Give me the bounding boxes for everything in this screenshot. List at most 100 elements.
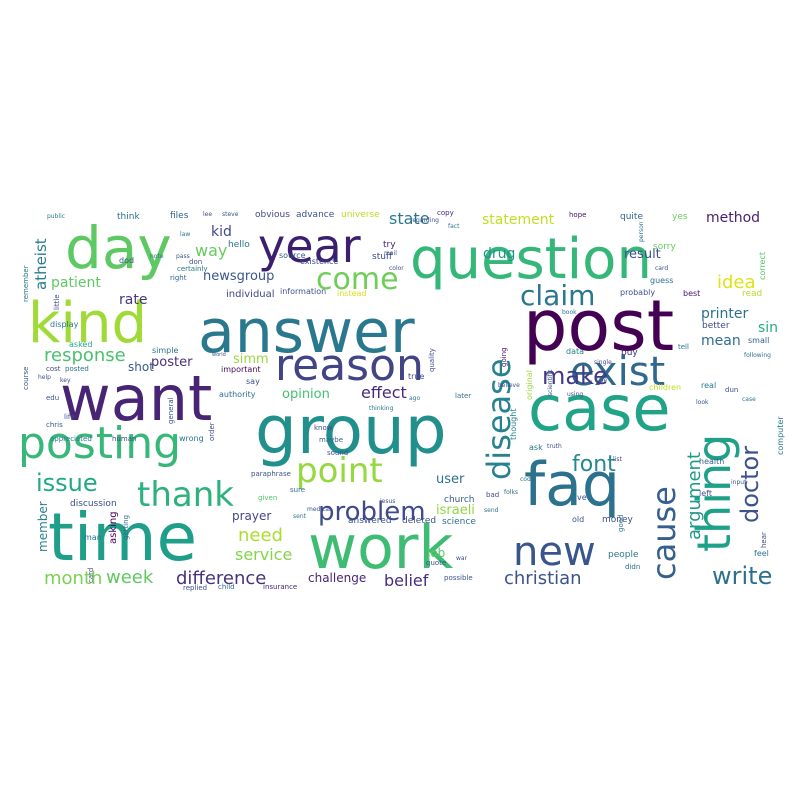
word-children: children [649, 383, 681, 392]
word-discussion: discussion [70, 499, 117, 509]
word-book: book [562, 309, 577, 316]
word-service: service [235, 545, 292, 564]
word-shot: shot [128, 360, 154, 374]
word-problem: problem [318, 497, 426, 527]
word-point: point [296, 451, 383, 491]
word-sent: sent [293, 513, 307, 520]
word-computer: computer [776, 416, 785, 455]
word-sale: sale [595, 377, 607, 384]
word-poster: poster [151, 355, 193, 370]
word-order: order [208, 422, 216, 441]
word-know: know [314, 424, 333, 432]
word-certainly: certainly [177, 265, 208, 273]
word-buy: buy [621, 348, 638, 358]
word-year: year [258, 219, 361, 273]
word-mail: mail [384, 250, 397, 257]
word-month: month [44, 568, 102, 589]
word-believe: believe [498, 382, 520, 389]
word-right: right [170, 274, 187, 282]
word-health: health [699, 457, 724, 466]
word-thought: thought [509, 409, 518, 440]
word-thinking: thinking [369, 405, 394, 412]
word-lee: lee [203, 211, 212, 218]
word-belief: belief [384, 571, 429, 590]
word-dod: dod [119, 256, 134, 265]
word-claim: claim [520, 279, 595, 312]
word-read: read [742, 289, 762, 299]
word-following: following [744, 352, 771, 359]
word-remember: remember [22, 265, 30, 302]
word-job: job [426, 546, 445, 560]
word-group: group [255, 392, 447, 469]
word-work: work [308, 513, 453, 583]
word-list: list [613, 456, 622, 463]
word-question: question [410, 227, 652, 292]
word-font: font [572, 452, 616, 477]
word-hello: hello [228, 240, 250, 250]
word-war: war [456, 555, 468, 562]
word-truth: truth [547, 443, 562, 450]
word-instead: instead [337, 289, 367, 298]
word-wrong: wrong [179, 434, 204, 443]
word-case: case [742, 396, 756, 403]
word-real: real [701, 381, 716, 390]
word-look: look [696, 399, 709, 406]
word-hope: hope [569, 211, 586, 219]
word-folks: folks [504, 489, 518, 496]
word-edu: edu [46, 394, 59, 402]
word-difference: difference [176, 568, 266, 589]
word-child: child [218, 583, 235, 591]
word-important: important [221, 365, 261, 374]
word-thing: thing [687, 434, 741, 552]
word-world: world [212, 352, 226, 358]
word-doctor: doctor [736, 446, 764, 523]
word-come: come [316, 262, 399, 297]
word-universe: universe [341, 210, 380, 220]
word-dun: dun [725, 386, 738, 394]
word-later: later [455, 392, 471, 400]
word-person: person [638, 221, 645, 242]
word-reason: reason [275, 340, 424, 391]
word-course: course [22, 367, 30, 390]
word-response: response [44, 345, 126, 366]
word-statement: statement [482, 212, 555, 228]
word-data: data [566, 347, 584, 356]
word-israeli: israeli [436, 503, 475, 518]
word-atheist: atheist [32, 238, 50, 290]
word-possible: possible [444, 574, 473, 582]
word-quite: quite [620, 212, 643, 222]
word-day: day [65, 214, 172, 282]
word-using: using [567, 391, 583, 398]
word-argument: argument [684, 452, 705, 540]
word-quote: quote [426, 559, 446, 567]
word-post: post [523, 285, 674, 367]
word-disease: disease [480, 358, 518, 480]
word-send: send [484, 507, 499, 514]
word-general: general [167, 397, 175, 424]
word-answered: answered [348, 516, 392, 526]
word-newsgroup: newsgroup [203, 269, 274, 284]
word-steve: steve [222, 211, 239, 218]
word-ve: ve [577, 493, 587, 502]
word-man: man [84, 533, 102, 542]
word-replied: replied [183, 584, 207, 592]
word-medical: medical [307, 506, 331, 513]
word-simple: simple [152, 346, 178, 355]
word-paraphrase: paraphrase [251, 470, 291, 478]
word-code: code [520, 476, 535, 483]
word-issue: issue [36, 469, 98, 497]
word-printer: printer [701, 306, 749, 322]
word-law: law [180, 231, 190, 238]
word-need: need [238, 525, 283, 546]
word-true: true [408, 372, 424, 381]
word-pass: pass [176, 253, 190, 260]
word-scientific: scientific [547, 369, 554, 396]
word-sure: sure [290, 486, 305, 494]
word-existence: existence [300, 257, 338, 266]
word-sin: sin [758, 320, 778, 336]
word-christian: christian [504, 568, 582, 589]
word-color: color [389, 265, 404, 272]
word-correct: correct [758, 252, 767, 280]
word-way: way [195, 241, 227, 260]
word-simm: simm [233, 352, 269, 367]
